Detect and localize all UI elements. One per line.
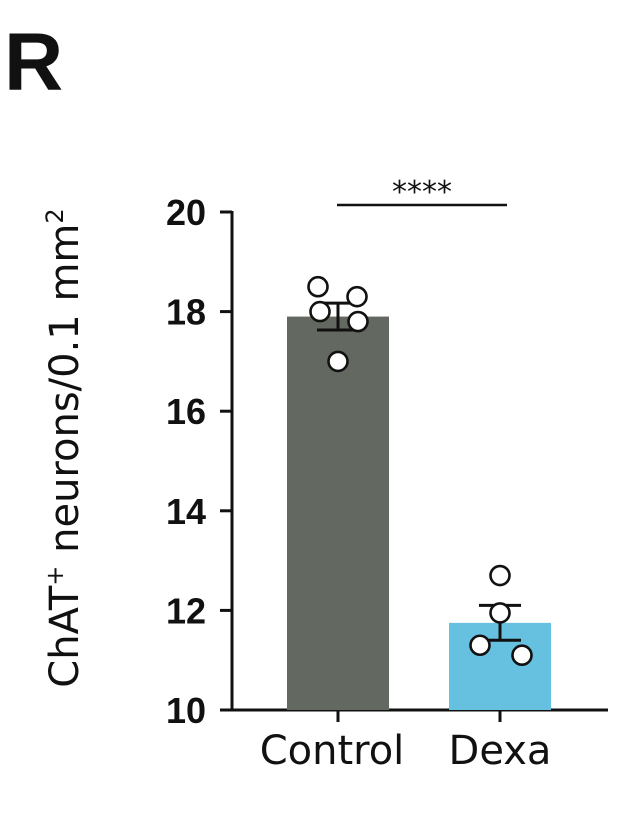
data-point bbox=[347, 310, 369, 333]
x-tick-label: Control bbox=[260, 728, 405, 774]
data-point bbox=[309, 300, 331, 323]
y-tick-label: 20 bbox=[166, 192, 206, 233]
y-axis-label-superscript: + bbox=[41, 566, 69, 586]
y-tick-label: 14 bbox=[166, 491, 206, 532]
panel-label: R bbox=[4, 17, 64, 108]
data-point bbox=[327, 350, 349, 373]
data-point bbox=[346, 285, 368, 308]
y-axis-label-text: neurons/0.1 mm bbox=[42, 224, 88, 566]
data-points bbox=[307, 275, 533, 667]
y-axis-label-text: ChAT bbox=[42, 585, 88, 688]
significance-label: **** bbox=[392, 175, 452, 210]
data-point bbox=[511, 644, 533, 667]
data-point bbox=[307, 275, 329, 298]
labels: 10 12 14 16 18 20 Control Dexa **** ChAT+ neurons… bbox=[41, 175, 551, 774]
x-tick-label: Dexa bbox=[449, 728, 552, 774]
y-axis-label-superscript: 2 bbox=[41, 208, 69, 223]
data-point bbox=[469, 634, 491, 657]
y-tick-label: 12 bbox=[166, 590, 206, 631]
bars bbox=[287, 316, 551, 710]
bar-control bbox=[287, 316, 389, 710]
data-point bbox=[489, 564, 511, 587]
y-tick-label: 18 bbox=[166, 292, 206, 333]
y-tick-label: 16 bbox=[166, 391, 206, 432]
data-point bbox=[489, 602, 511, 624]
y-axis-label: ChAT+ neurons/0.1 mm2 bbox=[41, 208, 88, 687]
y-tick-label: 10 bbox=[166, 690, 206, 731]
